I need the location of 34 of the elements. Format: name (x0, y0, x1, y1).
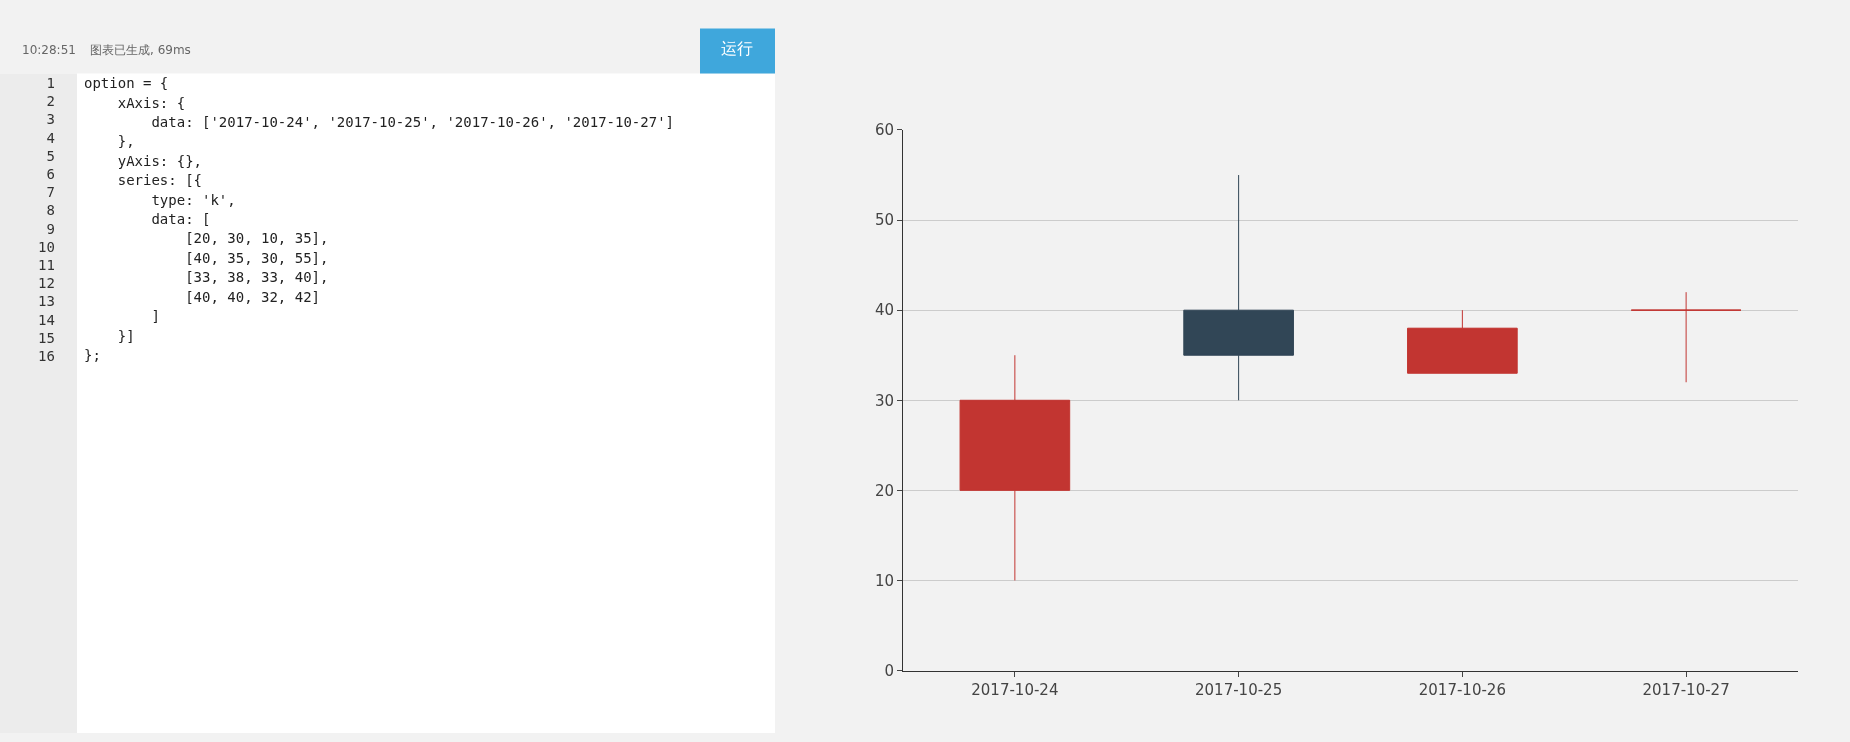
text: type: 'k', (84, 192, 236, 208)
x-tick-label: 2017-10-27 (1642, 680, 1730, 699)
text: }] (84, 328, 135, 344)
text: }; (84, 347, 101, 363)
y-tick-label: 50 (874, 211, 894, 230)
y-tick-label: 60 (874, 121, 894, 140)
candlestick (959, 354, 1071, 581)
text: yAxis: {}, (84, 153, 203, 169)
text: ] (84, 308, 160, 324)
text: xAxis: { (84, 95, 186, 111)
text: data: ['2017-10-24', '2017-10-25', '2017-10-26', '2017-10-27'] (84, 114, 675, 130)
text: 10:28:51 (22, 43, 76, 57)
y-tick-label: 20 (874, 481, 894, 500)
y-tick-label: 0 (884, 661, 894, 680)
candlestick (1183, 174, 1294, 401)
y-tick-label: 30 (874, 391, 894, 410)
text: [40, 35, 30, 55], (84, 250, 329, 266)
text: [33, 38, 33, 40], (84, 269, 329, 285)
x-tick-label: 2017-10-24 (971, 680, 1059, 699)
text: 运行 (721, 39, 753, 58)
text: option = { (84, 75, 169, 91)
text: series: [{ (84, 172, 203, 188)
text: 1 2 3 4 5 6 7 8 9 10 11 12 13 14 15 16 (38, 75, 55, 364)
candlestick (1407, 309, 1518, 374)
candlestick (1630, 291, 1742, 383)
x-tick-label: 2017-10-26 (1418, 680, 1506, 699)
text: }, (84, 133, 135, 149)
x-tick-label: 2017-10-25 (1195, 680, 1283, 699)
text: [40, 40, 32, 42] (84, 289, 321, 305)
y-tick-label: 10 (874, 571, 894, 590)
y-tick-label: 40 (874, 301, 894, 320)
text: 图表已生成, 69ms (90, 43, 191, 57)
text: [20, 30, 10, 35], (84, 230, 329, 246)
text: data: [ (84, 211, 211, 227)
